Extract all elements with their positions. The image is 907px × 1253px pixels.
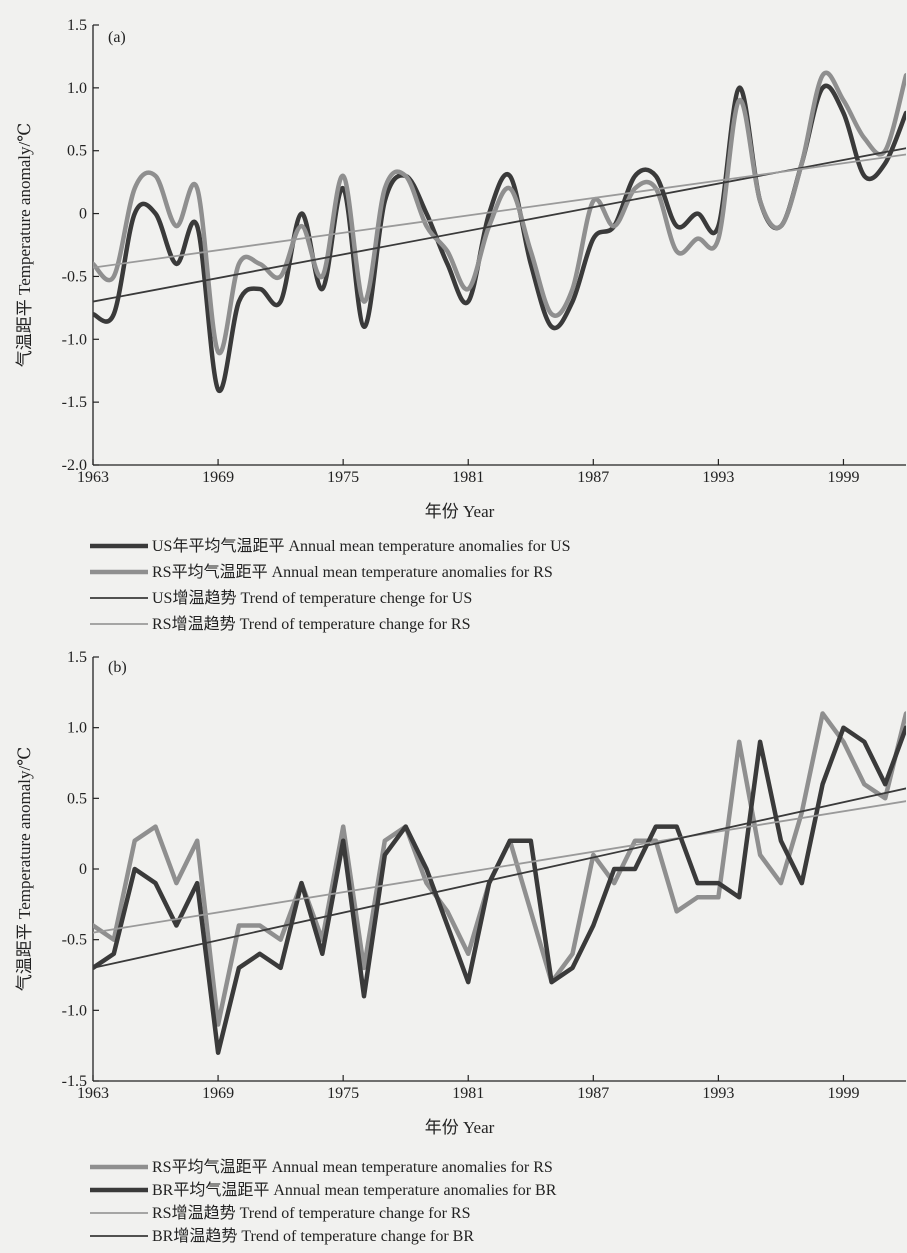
x-tick-label: 1963: [77, 469, 109, 486]
y-tick-label: 1.5: [67, 17, 87, 34]
legend: US年平均气温距平 Annual mean temperature anomal…: [90, 537, 571, 633]
series-line-1: [93, 70, 906, 356]
trend-line-2: [93, 800, 906, 934]
x-tick-label: 1981: [452, 1085, 484, 1102]
plot-area: [93, 711, 906, 1055]
x-tick-label: 1969: [202, 1085, 234, 1102]
y-tick-label: -2.0: [62, 457, 87, 474]
y-tick-label: -1.5: [62, 1073, 87, 1090]
y-tick-label: 0: [79, 206, 87, 223]
plot-area: [93, 70, 906, 393]
y-tick-label: 0: [79, 861, 87, 878]
legend: RS平均气温距平 Annual mean temperature anomali…: [90, 1158, 557, 1245]
y-tick-label: 0.5: [67, 143, 87, 160]
x-tick-label: 1999: [827, 469, 859, 486]
x-tick-label: 1981: [452, 469, 484, 486]
series-line-1: [93, 725, 906, 1055]
series-line-0: [93, 711, 906, 1027]
legend-label: BR平均气温距平 Annual mean temperature anomali…: [152, 1181, 557, 1199]
x-tick-label: 1975: [327, 469, 359, 486]
y-tick-label: 1.0: [67, 80, 87, 97]
legend-label: RS增温趋势 Trend of temperature change for R…: [152, 615, 470, 633]
legend-label: RS平均气温距平 Annual mean temperature anomali…: [152, 1158, 553, 1176]
x-tick-label: 1987: [577, 1085, 609, 1102]
trend-line-3: [93, 153, 906, 269]
y-tick-label: -0.5: [62, 268, 87, 285]
x-tick-label: 1969: [202, 469, 234, 486]
y-tick-label: 1.5: [67, 649, 87, 666]
y-axis-title: 气温距平 Temperature anomaly/℃: [15, 747, 34, 991]
y-tick-label: -1.0: [62, 1002, 87, 1019]
trend-line-3: [93, 787, 906, 969]
y-axis-title: 气温距平 Temperature anomaly/℃: [15, 123, 34, 367]
x-tick-label: 1993: [702, 469, 734, 486]
x-tick-label: 1987: [577, 469, 609, 486]
x-axis-title: 年份 Year: [425, 502, 495, 521]
x-tick-label: 1999: [827, 1085, 859, 1102]
panel-label: (b): [108, 659, 127, 676]
y-tick-label: -1.5: [62, 394, 87, 411]
legend-label: US增温趋势 Trend of temperature chenge for U…: [152, 589, 472, 607]
legend-label: US年平均气温距平 Annual mean temperature anomal…: [152, 537, 571, 555]
legend-label: BR增温趋势 Trend of temperature change for B…: [152, 1227, 474, 1245]
panel-label: (a): [108, 29, 126, 46]
y-tick-label: 0.5: [67, 790, 87, 807]
y-tick-label: -0.5: [62, 932, 87, 949]
x-axis-title: 年份 Year: [425, 1118, 495, 1137]
x-tick-label: 1993: [702, 1085, 734, 1102]
y-tick-label: 1.0: [67, 720, 87, 737]
legend-label: RS增温趋势 Trend of temperature change for R…: [152, 1204, 470, 1222]
legend-label: RS平均气温距平 Annual mean temperature anomali…: [152, 563, 553, 581]
x-tick-label: 1975: [327, 1085, 359, 1102]
y-tick-label: -1.0: [62, 331, 87, 348]
x-tick-label: 1963: [77, 1085, 109, 1102]
